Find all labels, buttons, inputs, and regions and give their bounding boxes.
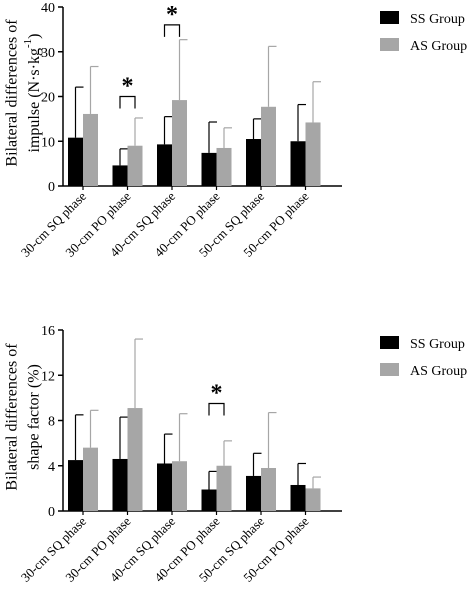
bar bbox=[216, 147, 232, 186]
y-axis-label-superscript: -1 bbox=[22, 39, 34, 48]
bar bbox=[83, 447, 98, 511]
legend-swatch bbox=[380, 336, 399, 349]
bar bbox=[201, 489, 217, 511]
y-axis-label-line1: Bilateral differences of bbox=[4, 19, 21, 167]
y-axis-label-line2: shape factor (%) bbox=[26, 364, 43, 470]
significance-bracket bbox=[208, 402, 225, 416]
bar bbox=[68, 137, 83, 186]
bar bbox=[157, 463, 172, 511]
y-tick-label: 4 bbox=[48, 460, 55, 475]
y-tick-label: 20 bbox=[41, 91, 55, 106]
bar bbox=[246, 475, 261, 511]
bar bbox=[172, 100, 187, 186]
legend-label: AS Group bbox=[410, 364, 467, 379]
y-axis-label-text: ) bbox=[26, 34, 43, 39]
y-axis-label-line2: impulse (N·s·kg-1) bbox=[22, 34, 43, 153]
bar bbox=[157, 144, 172, 186]
y-tick-label: 16 bbox=[41, 324, 55, 339]
bar bbox=[127, 145, 143, 186]
y-tick-label: 40 bbox=[41, 1, 55, 16]
bar bbox=[290, 141, 306, 186]
y-tick-label: 30 bbox=[41, 46, 55, 61]
bar bbox=[127, 408, 143, 511]
bar bbox=[261, 468, 276, 511]
bar bbox=[83, 113, 98, 186]
bar bbox=[290, 484, 306, 511]
bar bbox=[112, 458, 128, 511]
significance-star: * bbox=[211, 381, 223, 407]
legend-swatch bbox=[380, 38, 399, 51]
legend-swatch bbox=[380, 363, 399, 376]
bar bbox=[112, 165, 128, 186]
bar bbox=[216, 465, 232, 511]
legend-label: SS Group bbox=[410, 337, 465, 352]
y-tick-label: 0 bbox=[48, 180, 55, 195]
y-axis-label-line1: Bilateral differences of bbox=[4, 343, 21, 491]
significance-star: * bbox=[122, 74, 134, 100]
y-tick-label: 0 bbox=[48, 505, 55, 520]
bar bbox=[246, 139, 261, 186]
bar bbox=[305, 122, 321, 186]
significance-bracket bbox=[163, 24, 181, 37]
bar bbox=[68, 460, 83, 511]
y-axis-label-text: impulse (N·s·kg bbox=[26, 48, 43, 152]
legend-swatch bbox=[380, 11, 399, 24]
y-tick-label: 8 bbox=[48, 415, 55, 430]
bar bbox=[201, 152, 217, 186]
legend-label: SS Group bbox=[410, 12, 465, 27]
bar bbox=[261, 106, 276, 186]
significance-star: * bbox=[166, 2, 178, 28]
legend-label: AS Group bbox=[410, 39, 467, 54]
y-tick-label: 12 bbox=[41, 369, 55, 384]
bar bbox=[305, 488, 321, 511]
significance-bracket bbox=[119, 95, 136, 109]
y-tick-label: 10 bbox=[41, 135, 55, 150]
bar bbox=[172, 461, 187, 511]
